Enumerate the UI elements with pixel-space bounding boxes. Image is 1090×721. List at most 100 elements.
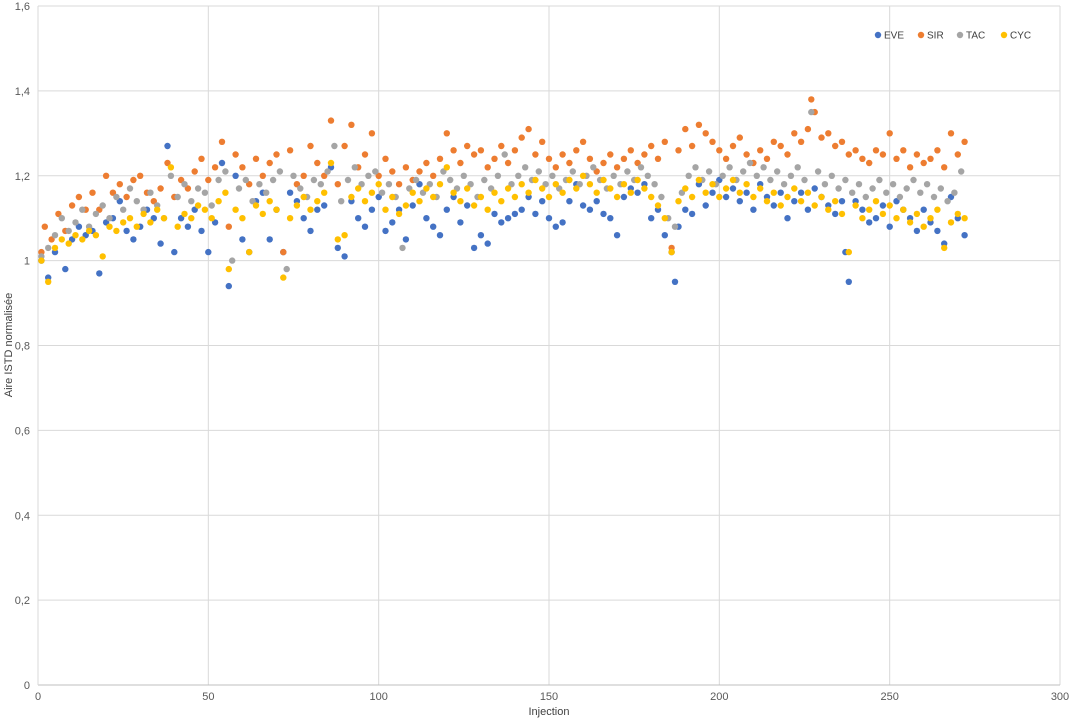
data-point-sir	[334, 181, 341, 188]
data-point-tac	[944, 198, 951, 205]
data-point-tac	[808, 108, 815, 116]
data-point-tac	[801, 176, 808, 184]
data-point-cyc	[327, 159, 335, 167]
data-point-eve	[457, 219, 464, 226]
data-point-tac	[658, 193, 665, 201]
data-point-tac	[821, 181, 829, 188]
data-point-tac	[269, 176, 277, 184]
data-point-sir	[808, 96, 815, 103]
data-point-eve	[402, 236, 410, 243]
data-point-sir	[375, 172, 382, 179]
data-point-eve	[464, 202, 471, 209]
data-point-cyc	[38, 257, 45, 264]
data-point-eve	[872, 215, 880, 222]
data-point-sir	[443, 130, 450, 137]
data-point-sir	[702, 130, 709, 137]
data-point-sir	[763, 155, 771, 162]
data-point-tac	[869, 185, 876, 192]
data-point-tac	[814, 168, 822, 175]
data-point-eve	[671, 278, 679, 285]
data-point-cyc	[443, 164, 450, 171]
data-point-sir	[654, 155, 662, 162]
data-point-sir	[457, 159, 464, 167]
data-point-tac	[535, 168, 542, 175]
data-point-sir	[184, 185, 192, 192]
data-point-sir	[709, 138, 716, 145]
data-point-eve	[430, 223, 437, 230]
data-point-cyc	[879, 210, 887, 218]
data-point-sir	[164, 159, 171, 167]
data-point-cyc	[797, 198, 805, 205]
data-point-eve	[361, 223, 369, 230]
data-point-tac	[501, 151, 508, 158]
data-point-cyc	[954, 210, 961, 218]
data-point-cyc	[348, 193, 355, 201]
data-point-eve	[770, 202, 777, 209]
data-point-eve	[566, 198, 573, 205]
data-point-cyc	[743, 181, 750, 188]
data-point-tac	[426, 181, 433, 188]
data-point-cyc	[818, 193, 825, 201]
data-point-cyc	[702, 189, 709, 196]
data-point-cyc	[395, 210, 403, 218]
data-point-sir	[402, 164, 410, 171]
data-point-tac	[883, 189, 890, 196]
data-point-cyc	[920, 223, 927, 230]
data-point-sir	[211, 164, 219, 171]
data-point-sir	[804, 125, 812, 133]
data-point-sir	[511, 147, 519, 154]
data-point-tac	[297, 185, 304, 192]
data-point-sir	[368, 130, 376, 137]
data-point-sir	[586, 155, 594, 162]
data-point-tac	[263, 189, 270, 196]
data-point-eve	[845, 278, 852, 285]
data-point-eve	[552, 223, 559, 230]
data-point-eve	[688, 210, 696, 218]
data-point-sir	[886, 130, 893, 137]
data-point-sir	[648, 142, 655, 150]
data-point-tac	[719, 172, 726, 179]
data-point-tac	[235, 185, 243, 192]
legend-marker-eve	[874, 31, 882, 39]
data-point-tac	[215, 176, 222, 184]
data-point-sir	[470, 151, 478, 158]
data-point-eve	[232, 172, 239, 179]
data-point-sir	[55, 210, 62, 218]
data-point-cyc	[246, 248, 253, 256]
data-point-cyc	[804, 189, 812, 196]
data-point-cyc	[140, 210, 147, 218]
data-point-tac	[58, 215, 65, 222]
data-point-eve	[96, 270, 103, 277]
data-point-cyc	[947, 219, 955, 226]
data-point-sir	[130, 176, 137, 184]
y-tick-label: 0,4	[15, 510, 30, 522]
data-point-sir	[634, 159, 641, 167]
data-point-cyc	[477, 193, 485, 201]
data-point-tac	[222, 168, 229, 175]
data-point-cyc	[661, 215, 668, 222]
data-point-tac	[522, 164, 529, 171]
data-point-eve	[886, 223, 893, 230]
data-point-cyc	[832, 198, 839, 205]
data-point-sir	[620, 155, 628, 162]
data-point-tac	[113, 193, 120, 201]
data-point-sir	[777, 142, 784, 150]
data-point-eve	[750, 206, 757, 213]
data-point-cyc	[341, 232, 348, 239]
data-point-sir	[239, 164, 246, 171]
data-point-sir	[607, 151, 614, 158]
data-point-sir	[920, 159, 927, 167]
data-point-cyc	[593, 189, 600, 196]
data-point-tac	[610, 172, 617, 179]
data-point-tac	[855, 181, 863, 188]
data-point-cyc	[126, 215, 134, 222]
data-point-eve	[477, 232, 485, 239]
data-point-cyc	[314, 198, 321, 205]
data-point-sir	[682, 125, 689, 133]
data-point-cyc	[736, 189, 743, 196]
data-point-eve	[586, 206, 594, 213]
data-point-cyc	[566, 176, 573, 184]
x-axis-title: Injection	[529, 706, 570, 718]
data-point-tac	[508, 181, 515, 188]
data-point-tac	[106, 215, 113, 222]
